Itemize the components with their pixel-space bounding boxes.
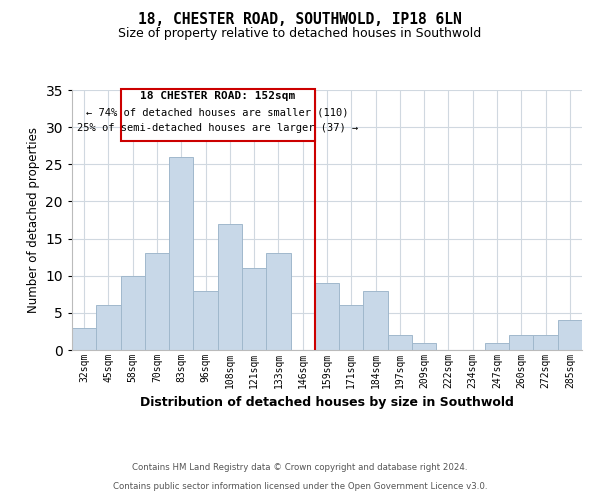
Bar bbox=[193, 290, 218, 350]
Bar bbox=[145, 254, 169, 350]
Bar bbox=[96, 306, 121, 350]
Bar bbox=[315, 283, 339, 350]
FancyBboxPatch shape bbox=[121, 88, 315, 141]
Text: 25% of semi-detached houses are larger (37) →: 25% of semi-detached houses are larger (… bbox=[77, 122, 358, 132]
Text: ← 74% of detached houses are smaller (110): ← 74% of detached houses are smaller (11… bbox=[86, 107, 349, 117]
Text: Contains public sector information licensed under the Open Government Licence v3: Contains public sector information licen… bbox=[113, 482, 487, 491]
Bar bbox=[218, 224, 242, 350]
Bar bbox=[509, 335, 533, 350]
Bar bbox=[339, 306, 364, 350]
Y-axis label: Number of detached properties: Number of detached properties bbox=[27, 127, 40, 313]
Text: 18 CHESTER ROAD: 152sqm: 18 CHESTER ROAD: 152sqm bbox=[140, 92, 295, 102]
Bar bbox=[388, 335, 412, 350]
Bar bbox=[533, 335, 558, 350]
Bar bbox=[242, 268, 266, 350]
Text: 18, CHESTER ROAD, SOUTHWOLD, IP18 6LN: 18, CHESTER ROAD, SOUTHWOLD, IP18 6LN bbox=[138, 12, 462, 28]
Bar bbox=[412, 342, 436, 350]
Bar bbox=[169, 157, 193, 350]
Bar bbox=[558, 320, 582, 350]
Text: Size of property relative to detached houses in Southwold: Size of property relative to detached ho… bbox=[118, 28, 482, 40]
Bar bbox=[485, 342, 509, 350]
Bar bbox=[121, 276, 145, 350]
Bar bbox=[266, 254, 290, 350]
X-axis label: Distribution of detached houses by size in Southwold: Distribution of detached houses by size … bbox=[140, 396, 514, 409]
Bar bbox=[364, 290, 388, 350]
Text: Contains HM Land Registry data © Crown copyright and database right 2024.: Contains HM Land Registry data © Crown c… bbox=[132, 464, 468, 472]
Bar bbox=[72, 328, 96, 350]
